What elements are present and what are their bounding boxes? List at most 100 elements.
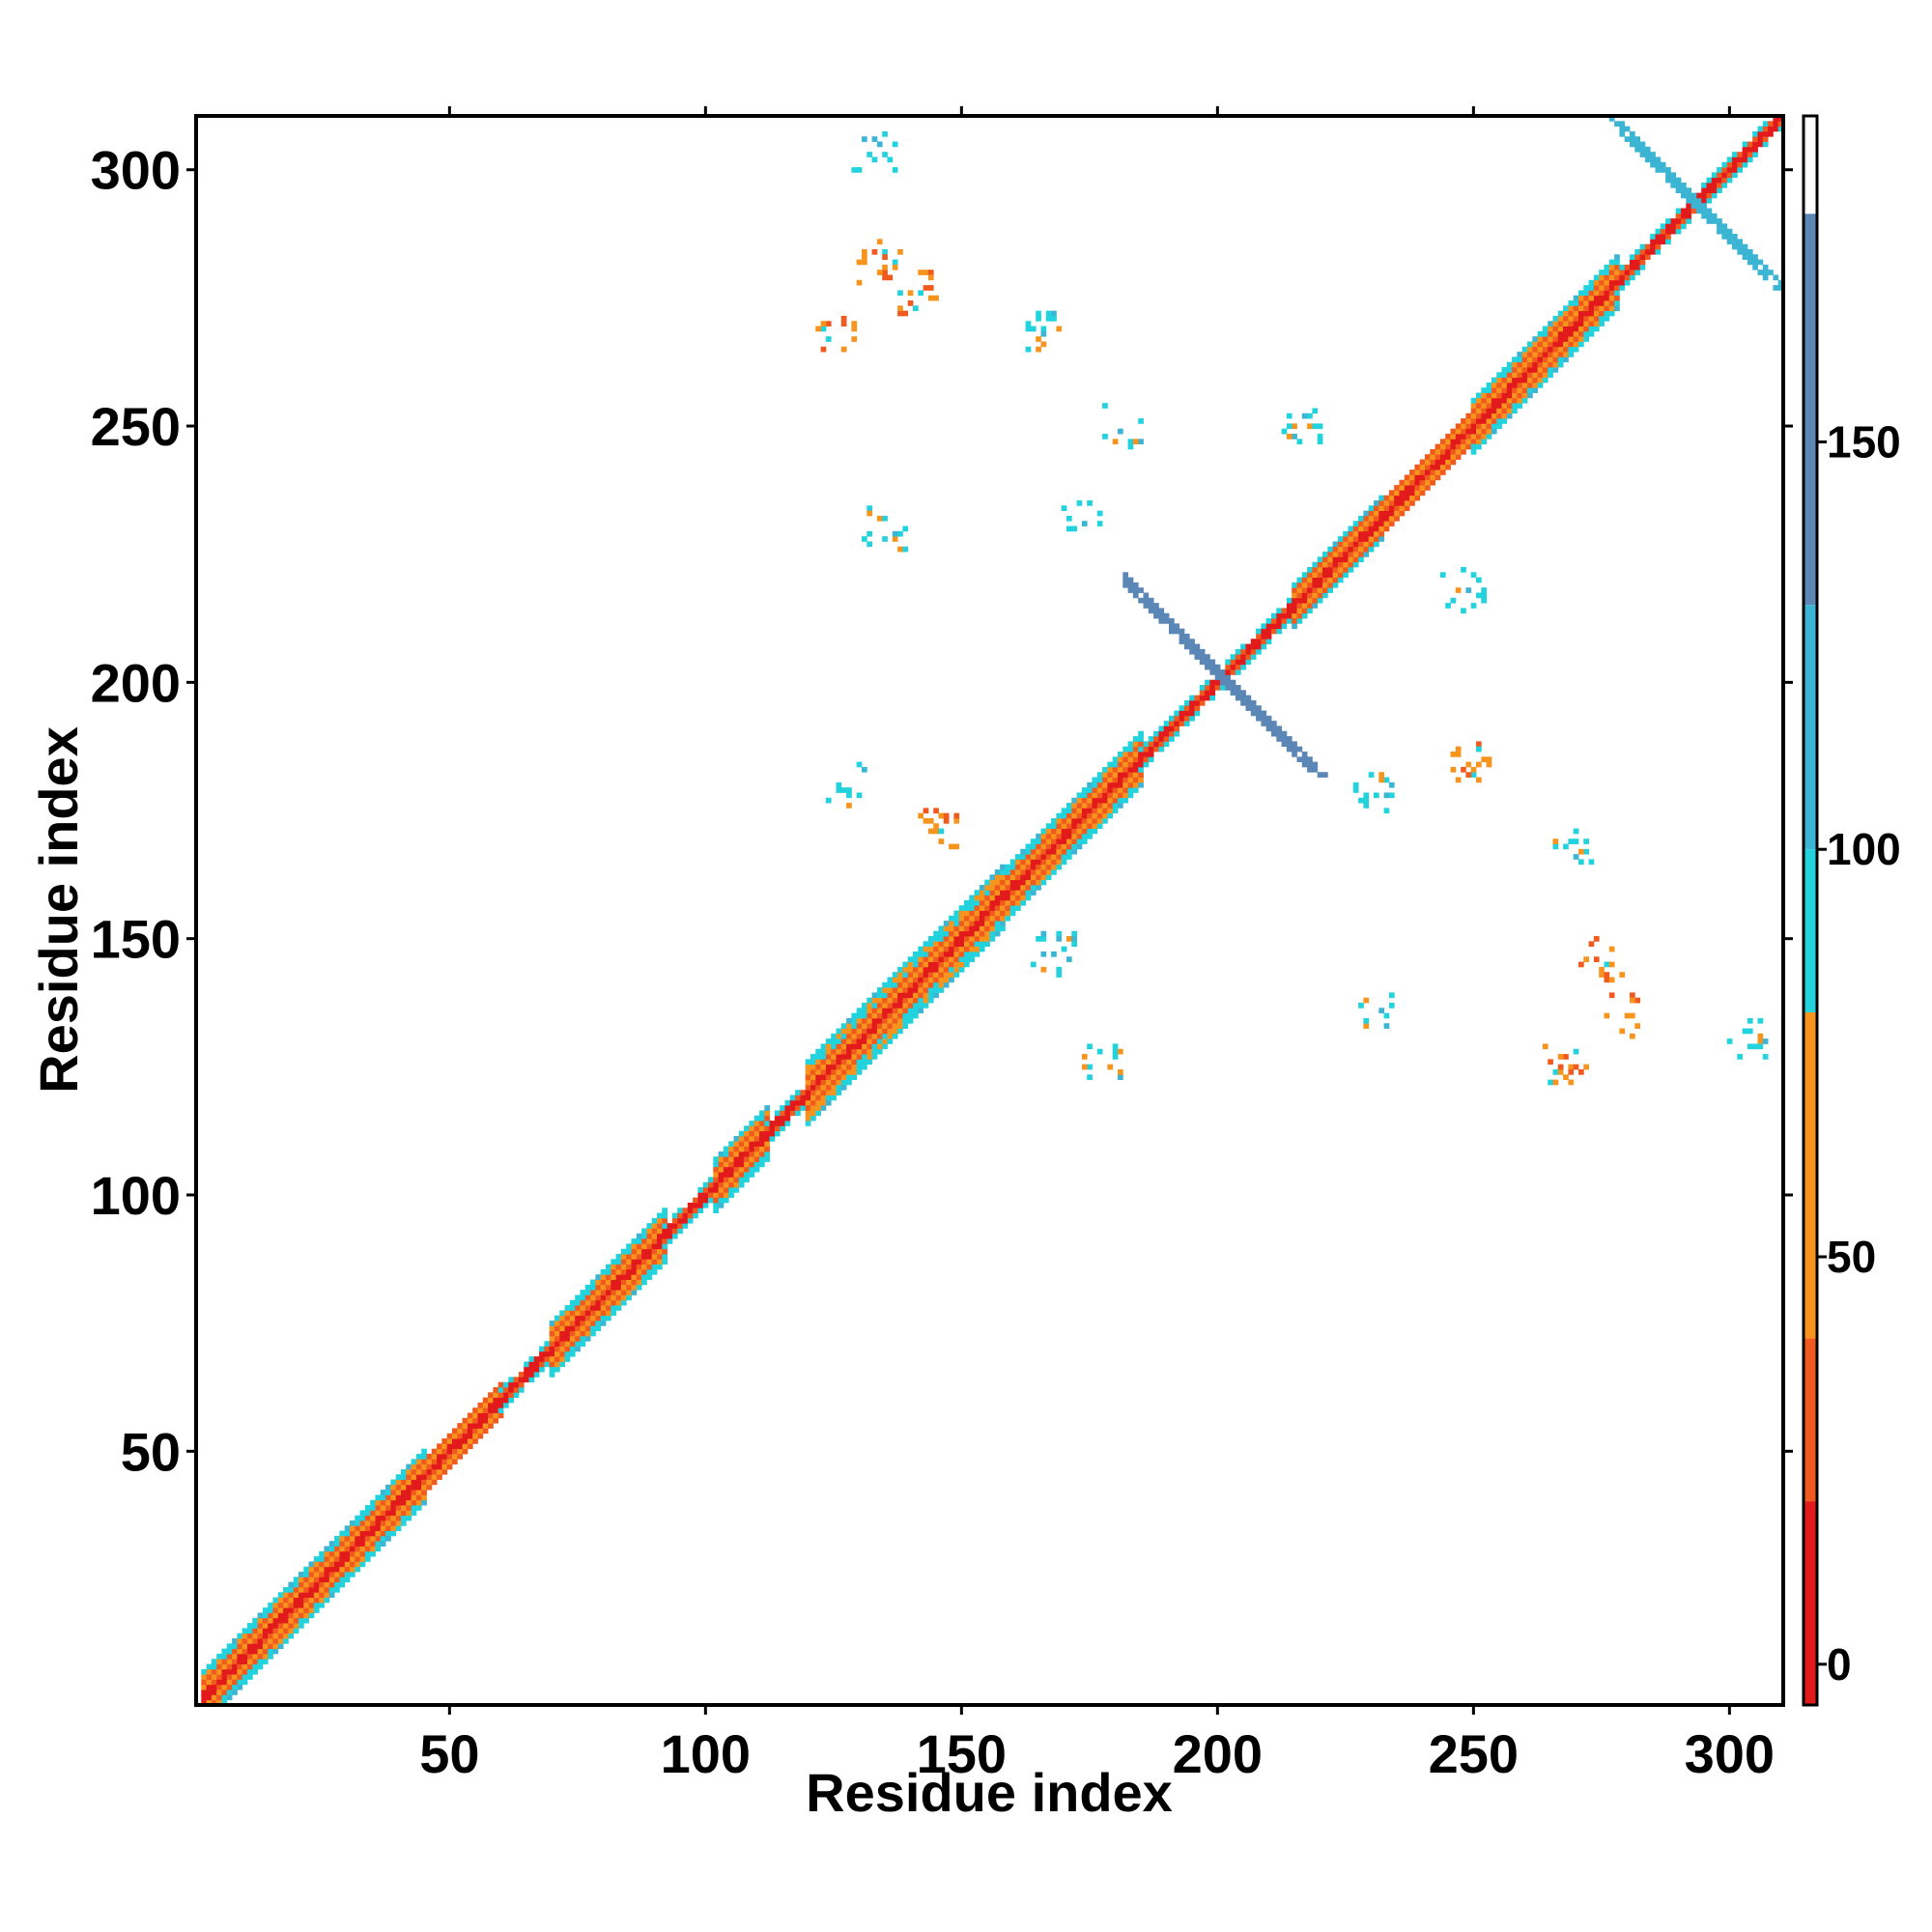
heatmap-cell <box>876 1003 883 1009</box>
heatmap-cell <box>415 1490 422 1495</box>
heatmap-cell <box>1292 608 1297 614</box>
heatmap-cell <box>918 977 923 983</box>
heatmap-cell <box>324 1577 330 1583</box>
heatmap-cell <box>319 1572 325 1577</box>
heatmap-cell <box>871 1054 878 1060</box>
heatmap-cell <box>651 1228 658 1235</box>
heatmap-cell <box>1552 341 1559 348</box>
heatmap-cell <box>1726 234 1733 240</box>
heatmap-cell <box>584 1315 591 1321</box>
heatmap-cell <box>1583 838 1589 844</box>
heatmap-cell <box>344 1550 351 1557</box>
heatmap-cell <box>611 1279 616 1286</box>
heatmap-cell <box>595 1290 602 1295</box>
heatmap-cell <box>1352 541 1359 548</box>
heatmap-cell <box>1183 710 1190 717</box>
heatmap-cell <box>636 1248 642 1255</box>
heatmap-cell <box>759 1156 765 1162</box>
heatmap-cell <box>615 1264 622 1270</box>
heatmap-cell <box>1599 305 1605 312</box>
heatmap-cell <box>1066 936 1072 942</box>
heatmap-cell <box>441 1453 448 1460</box>
heatmap-cell <box>1537 377 1544 384</box>
heatmap-cell <box>1588 315 1595 322</box>
heatmap-cell <box>421 1484 427 1491</box>
heatmap-cell <box>713 1187 719 1193</box>
heatmap-cell <box>1015 895 1021 901</box>
heatmap-cell <box>810 1054 816 1060</box>
heatmap-cell <box>1419 464 1426 470</box>
heatmap-cell <box>892 977 898 983</box>
heatmap-cell <box>1435 469 1441 475</box>
heatmap-cell <box>457 1428 463 1435</box>
heatmap-cell <box>1768 130 1774 137</box>
heatmap-cell <box>1532 361 1538 368</box>
heatmap-cell <box>1608 977 1615 983</box>
heatmap-cell <box>1470 412 1477 419</box>
heatmap-cell <box>1358 556 1364 563</box>
heatmap-cell <box>713 1197 719 1204</box>
heatmap-cell <box>1235 659 1241 666</box>
heatmap-cell <box>1261 639 1267 644</box>
heatmap-cell <box>1271 612 1277 619</box>
heatmap-cell <box>1327 561 1333 568</box>
heatmap-cell <box>1578 290 1584 297</box>
heatmap-cell <box>1327 566 1333 573</box>
heatmap-cell <box>303 1592 309 1598</box>
heatmap-cell <box>1593 274 1600 281</box>
heatmap-cell <box>1250 639 1257 644</box>
heatmap-cell <box>662 1228 668 1235</box>
heatmap-cell <box>375 1525 382 1531</box>
heatmap-cell <box>1005 895 1011 901</box>
heatmap-cell <box>846 792 852 799</box>
heatmap-cell <box>753 1141 760 1147</box>
heatmap-cell <box>907 961 914 968</box>
heatmap-cell <box>1352 781 1359 788</box>
heatmap-cell <box>328 1586 335 1593</box>
heatmap-cell <box>1425 474 1431 481</box>
heatmap-cell <box>744 1130 750 1137</box>
heatmap-cell <box>1102 803 1108 809</box>
heatmap-cell <box>820 326 827 332</box>
heatmap-cell <box>1563 310 1569 317</box>
heatmap-cell <box>867 1003 872 1009</box>
heatmap-cell <box>395 1510 402 1517</box>
heatmap-cell <box>1486 761 1492 768</box>
heatmap-cell <box>913 966 919 973</box>
heatmap-cell <box>882 264 888 270</box>
heatmap-cell <box>994 921 1001 926</box>
heatmap-cell <box>237 1668 243 1675</box>
heatmap-cell <box>1143 741 1150 748</box>
heatmap-cell <box>221 1690 228 1695</box>
heatmap-cell <box>927 987 934 993</box>
heatmap-cell <box>1496 423 1502 430</box>
heatmap-cell <box>1189 639 1195 644</box>
heatmap-cell <box>1619 126 1626 132</box>
heatmap-cell <box>1461 443 1466 450</box>
heatmap-cell <box>328 1592 335 1598</box>
heatmap-cell <box>1087 803 1093 809</box>
heatmap-cell <box>774 1121 781 1126</box>
heatmap-cell <box>1096 812 1103 819</box>
heatmap-cell <box>1158 741 1165 748</box>
heatmap-cell <box>671 1212 678 1219</box>
heatmap-cell <box>1015 874 1021 881</box>
heatmap-cell <box>421 1459 427 1464</box>
heatmap-cell <box>1568 330 1575 337</box>
heatmap-cell <box>1445 459 1451 466</box>
heatmap-cell <box>1532 367 1538 373</box>
heatmap-cell <box>913 987 919 993</box>
heatmap-cell <box>800 1094 807 1101</box>
heatmap-cell <box>851 321 858 327</box>
heatmap-cell <box>1112 808 1119 814</box>
heatmap-cell <box>1363 536 1370 542</box>
heatmap-cell <box>662 1217 668 1224</box>
heatmap-cell <box>1573 1048 1579 1055</box>
heatmap-cell <box>1521 367 1528 373</box>
heatmap-cell <box>1655 156 1662 163</box>
heatmap-cell <box>723 1177 729 1183</box>
heatmap-cell <box>1537 367 1544 373</box>
heatmap-cell <box>1773 121 1779 128</box>
heatmap-cell <box>994 890 1001 895</box>
heatmap-cell <box>1225 674 1231 681</box>
